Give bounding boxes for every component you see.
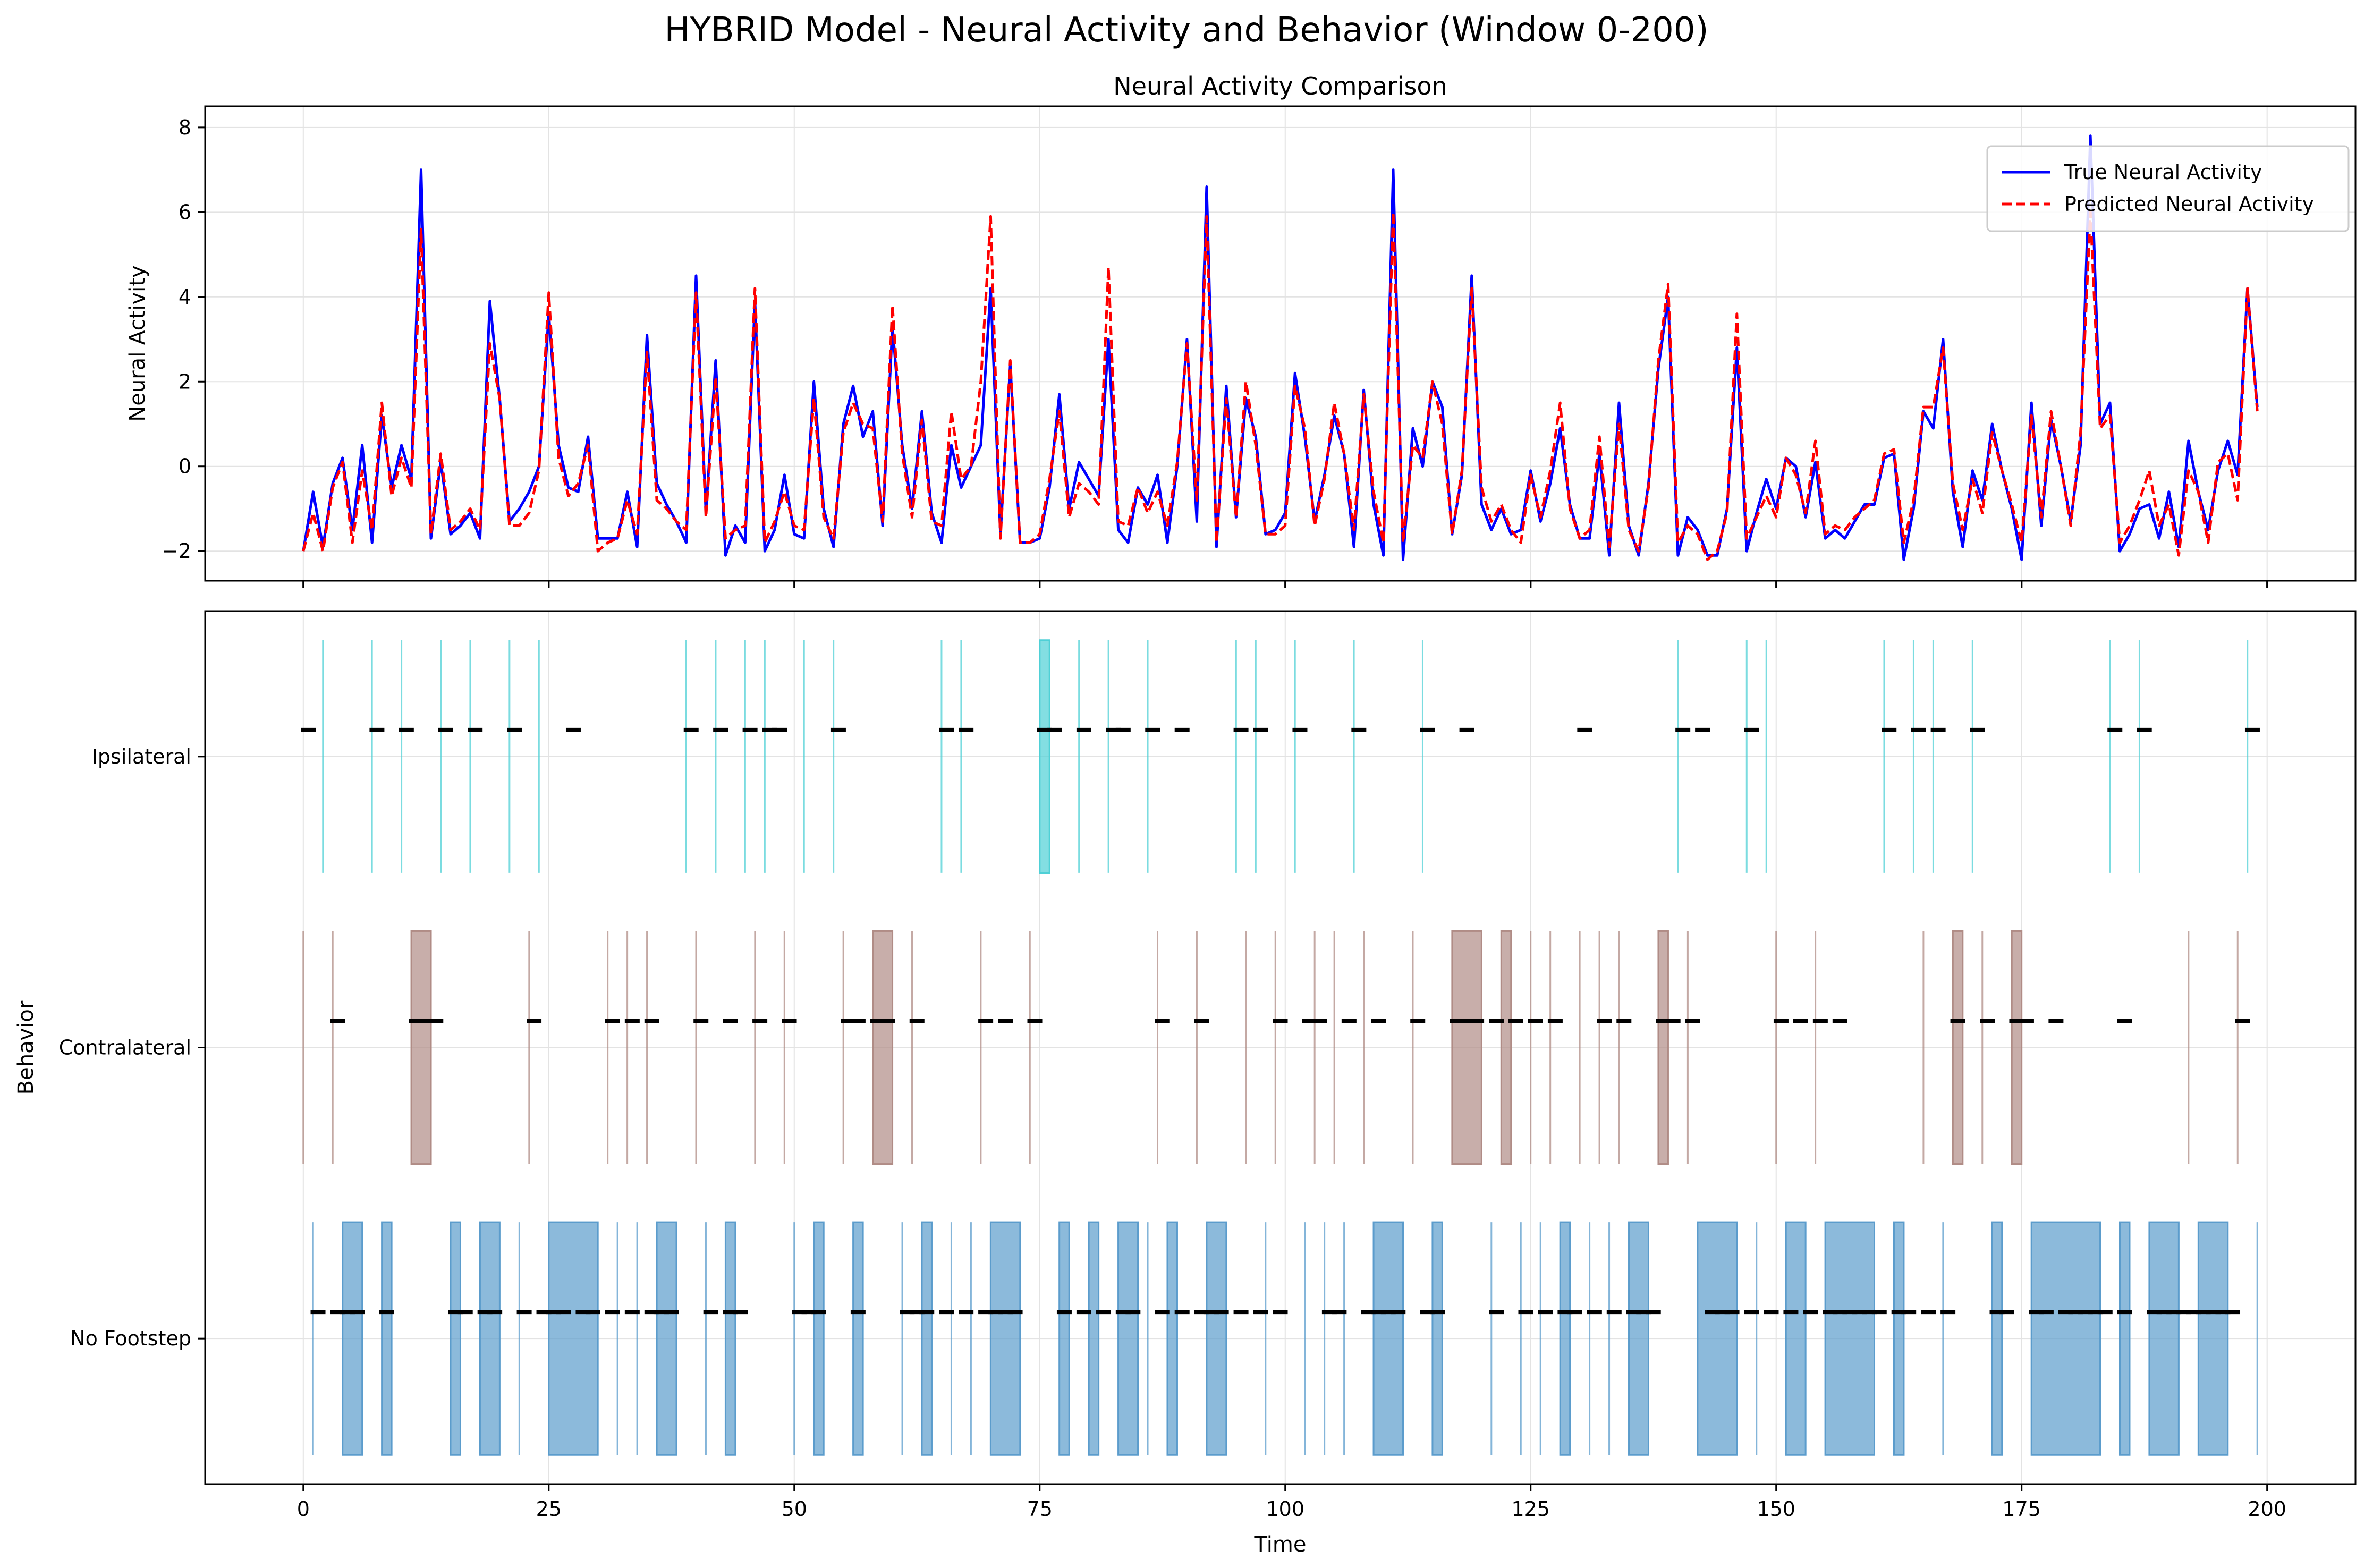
neural-ticks: −2 0 2 4 6 8 xyxy=(162,116,2268,588)
neural-y-tick-label: 6 xyxy=(179,200,191,224)
behavior-x-axis-label: Time xyxy=(1254,1532,1307,1557)
behavior-event-span xyxy=(342,1221,363,1456)
behavior-x-tick-label: 200 xyxy=(2248,1497,2286,1521)
neural-y-tick-label: 4 xyxy=(179,285,191,309)
behavior-category-label: Contralateral xyxy=(59,1036,191,1060)
behavior-event-span xyxy=(1372,1221,1404,1456)
legend-box xyxy=(1986,145,2350,232)
neural-legend: True Neural Activity Predicted Neural Ac… xyxy=(1986,145,2350,232)
behavior-event-span xyxy=(1431,1221,1443,1456)
behavior-event-span xyxy=(1058,1221,1070,1456)
neural-y-tick-label: 8 xyxy=(179,116,191,139)
behavior-event-span xyxy=(1628,1221,1649,1456)
behavior-x-tick-label: 150 xyxy=(1757,1497,1795,1521)
behavior-event-span xyxy=(1117,1221,1139,1456)
behavior-event-span xyxy=(1088,1221,1100,1456)
behavior-event-span xyxy=(2197,1221,2229,1456)
behavior-event-span xyxy=(2148,1221,2180,1456)
behavior-event-span xyxy=(1893,1221,1905,1456)
behavior-event-span xyxy=(1824,1221,1876,1456)
neural-axes-title: Neural Activity Comparison xyxy=(1113,72,1447,100)
behavior-event-span xyxy=(656,1221,677,1456)
behavior-axes: 0 25 50 75 100 125 150 175 200 Ipsilateral Contral… xyxy=(14,610,2357,1557)
behavior-event-span xyxy=(1039,639,1050,874)
behavior-event-span xyxy=(450,1221,461,1456)
true-activity-line xyxy=(302,134,2259,561)
legend-label-predicted: Predicted Neural Activity xyxy=(2064,192,2314,216)
behavior-x-tick-label: 175 xyxy=(2002,1497,2041,1521)
neural-activity-axes: −2 0 2 4 6 8 Neural Activity Comparison Neura… xyxy=(125,72,2357,588)
behavior-event-span xyxy=(1206,1221,1227,1456)
neural-y-tick-label: 0 xyxy=(179,455,191,478)
behavior-x-tick-label: 125 xyxy=(1511,1497,1550,1521)
behavior-event-span xyxy=(724,1221,736,1456)
behavior-event-span xyxy=(1991,1221,2003,1456)
behavior-x-tick-label: 0 xyxy=(297,1497,310,1521)
neural-y-axis-label: Neural Activity xyxy=(125,265,150,421)
behavior-x-tick-label: 75 xyxy=(1027,1497,1053,1521)
behavior-category-label: Ipsilateral xyxy=(92,745,191,768)
behavior-event-span xyxy=(1952,930,1964,1165)
behavior-event-span xyxy=(410,930,432,1165)
behavior-event-span xyxy=(921,1221,933,1456)
behavior-y-axis-label: Behavior xyxy=(14,1000,38,1095)
behavior-event-span xyxy=(872,930,894,1165)
behavior-marks xyxy=(301,639,2260,1456)
behavior-event-span xyxy=(1451,930,1482,1165)
behavior-event-span xyxy=(1559,1221,1571,1456)
neural-y-tick-label: −2 xyxy=(162,539,191,563)
neural-lines xyxy=(302,134,2259,561)
behavior-ticks: 0 25 50 75 100 125 150 175 200 Ipsilateral Contral… xyxy=(59,745,2286,1521)
behavior-event-span xyxy=(989,1221,1021,1456)
behavior-event-span xyxy=(1166,1221,1178,1456)
legend-label-true: True Neural Activity xyxy=(2064,160,2262,184)
predicted-activity-line xyxy=(302,210,2259,561)
behavior-event-span xyxy=(1657,930,1669,1165)
figure-title: HYBRID Model - Neural Activity and Behav… xyxy=(664,11,1708,50)
behavior-event-span xyxy=(381,1221,393,1456)
behavior-event-span xyxy=(2118,1221,2131,1456)
behavior-x-tick-label: 100 xyxy=(1266,1497,1304,1521)
behavior-event-span xyxy=(479,1221,501,1456)
neural-axes-frame xyxy=(204,105,2357,582)
behavior-event-span xyxy=(1697,1221,1738,1456)
behavior-event-span xyxy=(1500,930,1512,1165)
neural-y-tick-label: 2 xyxy=(179,370,191,393)
behavior-event-span xyxy=(2011,930,2023,1165)
behavior-event-span xyxy=(548,1221,599,1456)
behavior-x-tick-label: 25 xyxy=(536,1497,562,1521)
behavior-row-0 xyxy=(301,639,2260,874)
behavior-event-span xyxy=(813,1221,825,1456)
behavior-category-label: No Footstep xyxy=(70,1327,191,1350)
behavior-event-span xyxy=(2030,1221,2101,1456)
behavior-event-span xyxy=(852,1221,864,1456)
behavior-row-2 xyxy=(310,1221,2258,1456)
behavior-event-span xyxy=(1785,1221,1807,1456)
behavior-row-1 xyxy=(302,930,2250,1165)
behavior-x-tick-label: 50 xyxy=(782,1497,807,1521)
